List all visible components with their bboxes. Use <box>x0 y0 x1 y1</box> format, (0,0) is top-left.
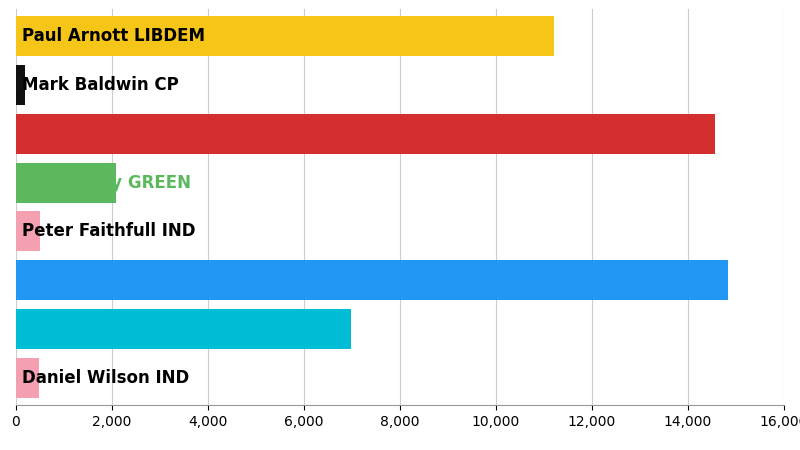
Text: Mark Baldwin CP: Mark Baldwin CP <box>22 76 178 94</box>
Text: Helen Dallimore LAB: Helen Dallimore LAB <box>22 125 214 143</box>
Text: Daniel Wilson IND: Daniel Wilson IND <box>22 369 189 387</box>
Text: Paul Arnott LIBDEM: Paul Arnott LIBDEM <box>22 27 205 45</box>
Bar <box>16 65 26 105</box>
Text: Peter Faithfull IND: Peter Faithfull IND <box>22 222 195 240</box>
Bar <box>16 260 728 301</box>
Bar <box>16 212 40 252</box>
Bar <box>16 162 116 202</box>
Bar <box>16 358 39 398</box>
Text: David Reed CON: David Reed CON <box>22 271 174 289</box>
Bar <box>16 309 350 349</box>
Bar <box>16 16 554 56</box>
Text: Olly Davey GREEN: Olly Davey GREEN <box>22 174 190 192</box>
Bar <box>16 113 715 154</box>
Text: Garry Sutherland REFUK: Garry Sutherland REFUK <box>22 320 251 338</box>
